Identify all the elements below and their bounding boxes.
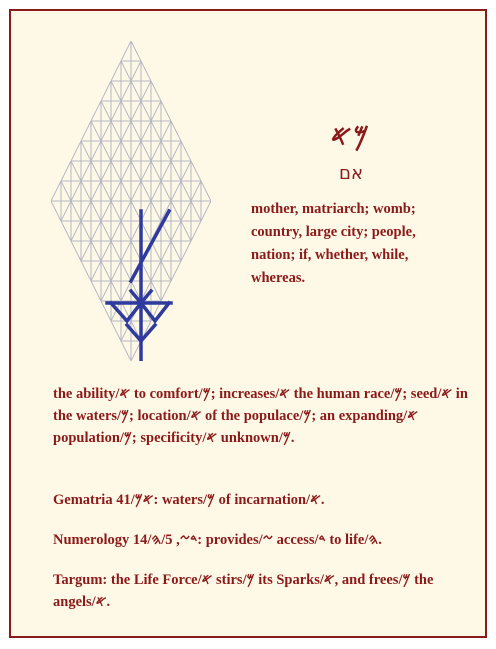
- letter-grid-diagram: [51, 41, 211, 361]
- targum-paragraph: Targum: the Life Force/𐤀 stirs/𐤌 its Spa…: [53, 572, 434, 610]
- grid-outline: [51, 41, 211, 361]
- letter-meaning-paragraph: the ability/𐤀 to comfort/𐤌; increases/𐤀 …: [53, 386, 468, 446]
- grid-lines: [51, 41, 211, 361]
- numerology-paragraph: Numerology 14/𐤃𐤆, 5/𐤄: provides/𐤆 access…: [53, 532, 382, 548]
- gematria-paragraph: Gematria 41/𐤀𐤌: waters/𐤌 of incarnation/…: [53, 492, 325, 508]
- definition-text: mother, matriarch; womb; country, large …: [251, 201, 416, 286]
- paleo-word-title: 𐤌𐤀: [330, 119, 372, 152]
- hebrew-word: אם: [339, 163, 363, 184]
- entry-card: 𐤌𐤀 אם mother, matriarch; womb; country, …: [9, 9, 487, 638]
- glyph-lower-v: [124, 288, 158, 344]
- paleo-glyph: [105, 208, 173, 361]
- glyph-diagonal: [128, 208, 172, 284]
- diamond-grid: [51, 41, 211, 361]
